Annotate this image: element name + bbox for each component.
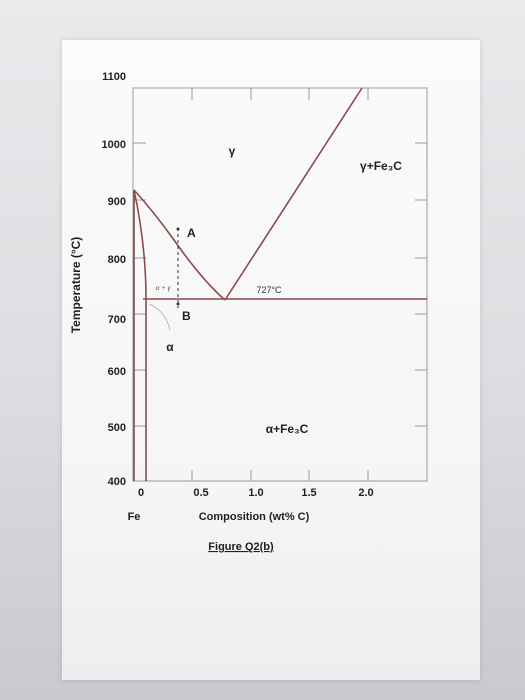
label-point-a: A xyxy=(187,226,196,240)
y-tick-600: 600 xyxy=(108,366,126,378)
y-tick-400: 400 xyxy=(108,476,126,488)
point-b-marker xyxy=(176,302,180,306)
y-tick-800: 800 xyxy=(108,254,126,266)
label-gamma-fe3c: γ+Fe₃C xyxy=(360,159,402,173)
y-tick-700: 700 xyxy=(108,314,126,326)
x-tick-1.5: 1.5 xyxy=(301,487,316,499)
a3-line xyxy=(133,189,226,301)
figure-caption: Figure Q2(b) xyxy=(208,541,274,553)
point-a-marker xyxy=(176,227,180,231)
y-tick-marks xyxy=(133,88,427,481)
acm-line xyxy=(224,87,363,301)
x-tick-1.0: 1.0 xyxy=(248,487,263,499)
plot-frame xyxy=(132,87,428,482)
alpha-solvus xyxy=(133,189,147,481)
x-tick-0.5: 0.5 xyxy=(193,487,208,499)
x-tick-0: 0 xyxy=(138,487,144,499)
y-tick-1000: 1000 xyxy=(102,139,126,151)
label-alpha: α xyxy=(166,340,174,354)
label-gamma: γ xyxy=(229,144,236,158)
x-sub-fe: Fe xyxy=(128,511,141,523)
label-point-b: B xyxy=(182,309,191,323)
phase-boundaries xyxy=(133,87,427,481)
x-axis-label: Composition (wt% C) xyxy=(199,511,310,523)
label-alpha-fe3c: α+Fe₃C xyxy=(266,422,309,436)
y-tick-500: 500 xyxy=(108,422,126,434)
y-tick-900: 900 xyxy=(108,196,126,208)
label-alpha-gamma: α + γ xyxy=(156,284,171,292)
x-tick-2.0: 2.0 xyxy=(358,487,373,499)
paper-sheet xyxy=(62,40,480,680)
alpha-boundary-curve xyxy=(148,303,171,331)
y-tick-1100: 1100 xyxy=(102,71,126,83)
y-axis-label: Temperature (°C) xyxy=(69,237,83,334)
label-eutectoid-temp: 727°C xyxy=(256,285,282,295)
